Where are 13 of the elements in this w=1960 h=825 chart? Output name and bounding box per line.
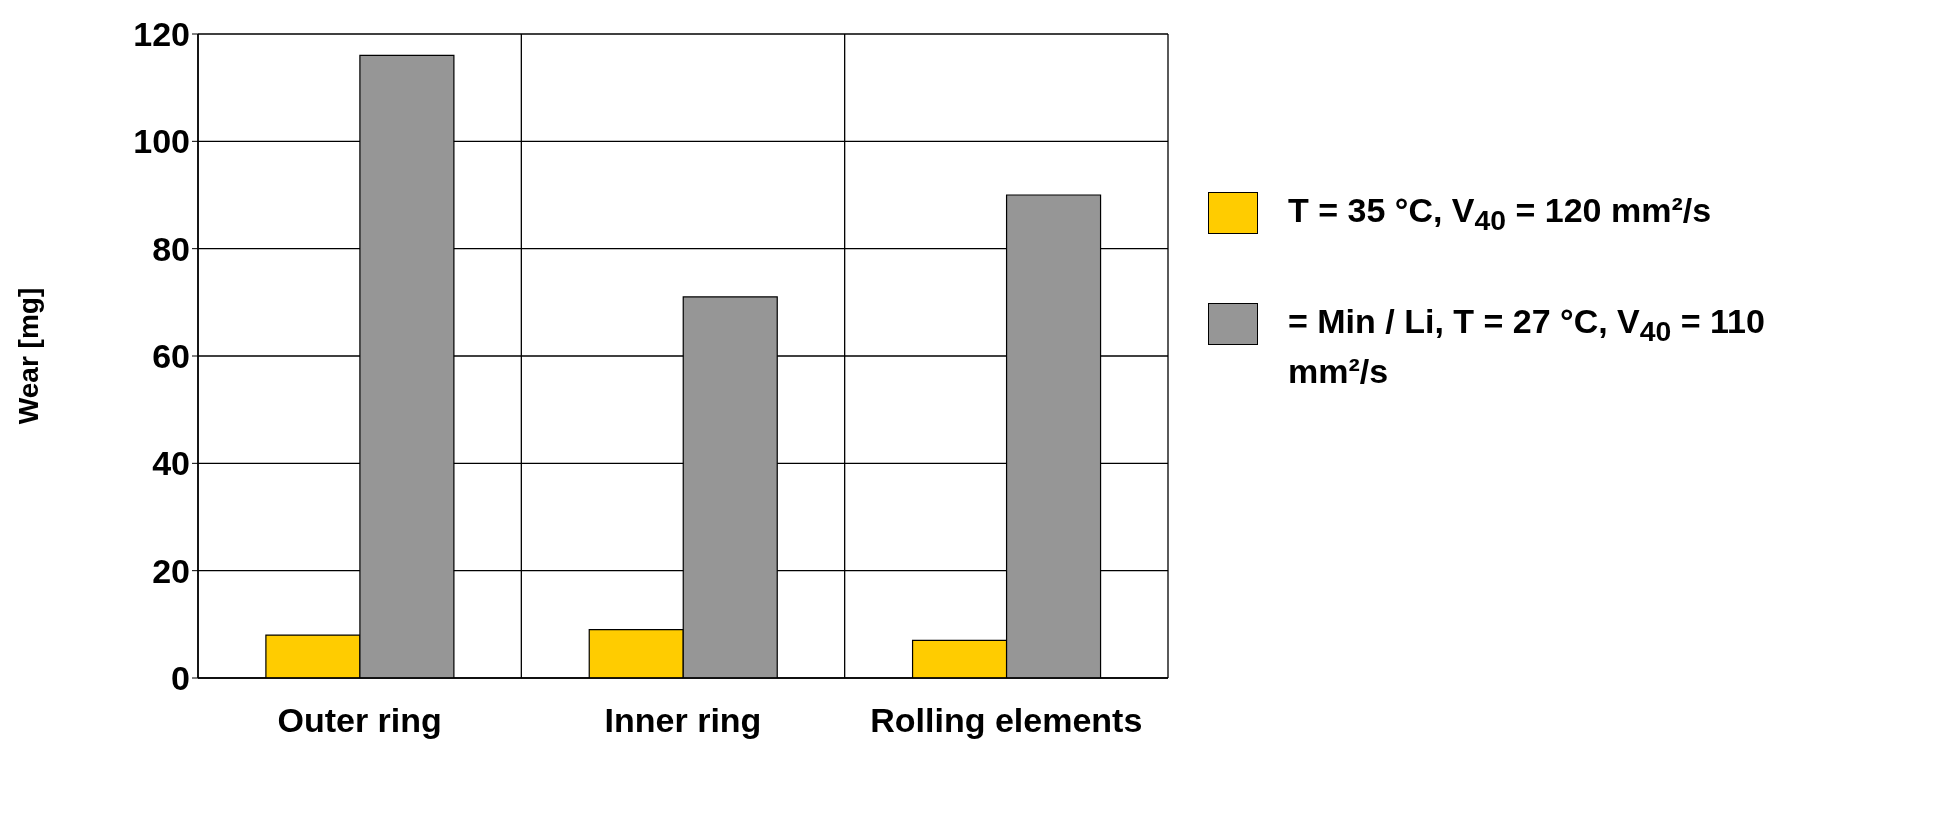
x-tick-label: Inner ring bbox=[604, 701, 762, 740]
y-tick-label: 100 bbox=[133, 122, 190, 161]
y-axis-title: Wear [mg] bbox=[12, 287, 44, 425]
y-tick-label: 60 bbox=[152, 337, 190, 376]
x-tick-label: Rolling elements bbox=[870, 701, 1143, 740]
legend-label: T = 35 °C, V$_{40}$ = 120 mm²/s bbox=[1288, 190, 1713, 238]
y-tick-label: 80 bbox=[152, 229, 190, 268]
y-tick-label: 120 bbox=[133, 15, 190, 54]
text: = Min / Li, T = 27 °C, V$_{40}$ = 110 mm²/s bbox=[1288, 301, 1765, 391]
y-tick-label: 40 bbox=[152, 444, 190, 483]
y-tick-label: 20 bbox=[152, 551, 190, 590]
y-tick-label: 0 bbox=[171, 659, 190, 698]
x-tick-label: Outer ring bbox=[277, 701, 442, 740]
